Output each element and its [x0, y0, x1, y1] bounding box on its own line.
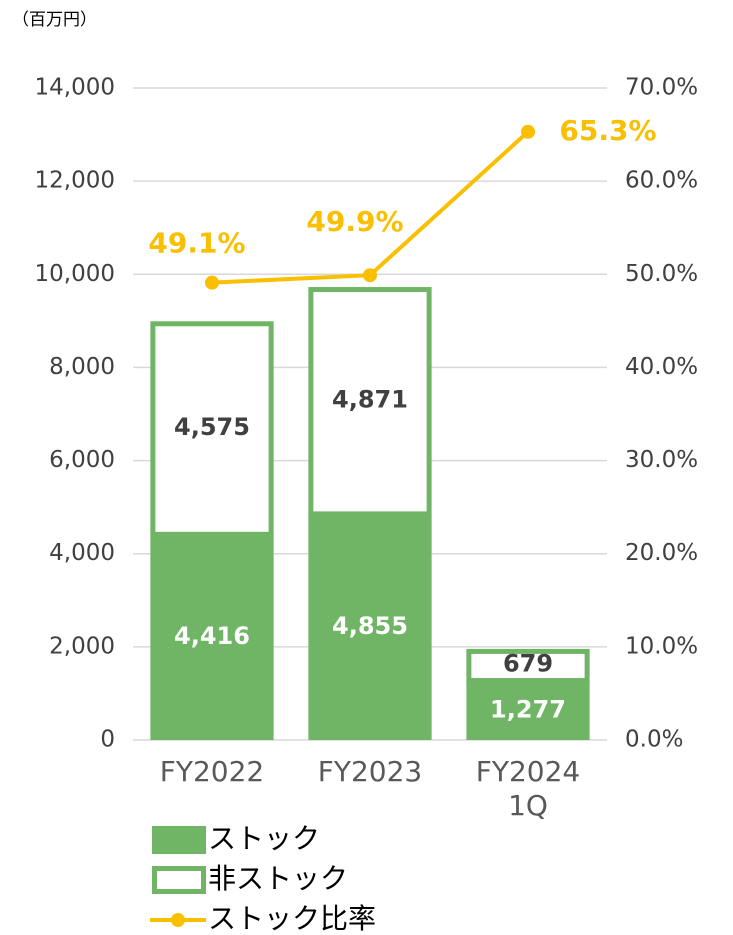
y-tick-label: 0 [100, 727, 115, 753]
line-point [363, 268, 377, 283]
x-tick-label-line: 1Q [508, 789, 548, 822]
legend-label: 非ストック [208, 862, 348, 895]
data-label: 4,575 [174, 413, 250, 441]
bar-segment [466, 648, 590, 684]
x-tick-label: FY2022 [160, 755, 264, 788]
data-label: 1,277 [490, 695, 566, 723]
bar-segment [150, 321, 274, 537]
data-label: 679 [503, 650, 553, 678]
x-tick-label-line: FY2024 [476, 755, 580, 788]
bar-segment [308, 287, 432, 517]
legend-swatch [152, 826, 206, 854]
line-label: 65.3% [559, 114, 656, 147]
bar-segment [150, 534, 274, 740]
x-tick-label: FY2024 1Q [476, 755, 580, 822]
legend-swatch [152, 866, 206, 894]
y-tick-label: 10,000 [35, 261, 115, 287]
legend-label: ストック [208, 822, 320, 855]
data-label: 4,855 [332, 612, 408, 640]
x-tick-label-line: FY2022 [160, 755, 264, 788]
y2-tick-label: 40.0% [625, 354, 698, 380]
x-tick-label: FY2023 [318, 755, 422, 788]
y2-tick-label: 60.0% [625, 168, 698, 194]
bar-segment [308, 513, 432, 740]
y-tick-label: 8,000 [49, 354, 115, 380]
y-tick-label: 12,000 [35, 168, 115, 194]
data-label: 4,871 [332, 385, 408, 413]
y2-tick-label: 20.0% [625, 540, 698, 566]
bar-segment [466, 680, 590, 740]
y-tick-label: 2,000 [49, 633, 115, 659]
line-label: 49.9% [306, 205, 403, 238]
legend-label: ストック比率 [208, 902, 376, 935]
y2-tick-label: 50.0% [625, 261, 698, 287]
line-point [205, 275, 219, 290]
line-label: 49.1% [148, 227, 245, 260]
data-label: 4,416 [174, 622, 250, 650]
x-tick-label-line: FY2023 [318, 755, 422, 788]
y2-tick-label: 10.0% [625, 633, 698, 659]
y-tick-label: 14,000 [35, 75, 115, 101]
line-point [521, 124, 535, 139]
y2-tick-label: 30.0% [625, 447, 698, 473]
y-tick-label: 6,000 [49, 447, 115, 473]
y-tick-label: 4,000 [49, 540, 115, 566]
unit-label: （百万円） [12, 10, 97, 30]
legend-marker [171, 913, 185, 927]
y2-tick-label: 70.0% [625, 75, 698, 101]
y2-tick-label: 0.0% [625, 727, 683, 753]
